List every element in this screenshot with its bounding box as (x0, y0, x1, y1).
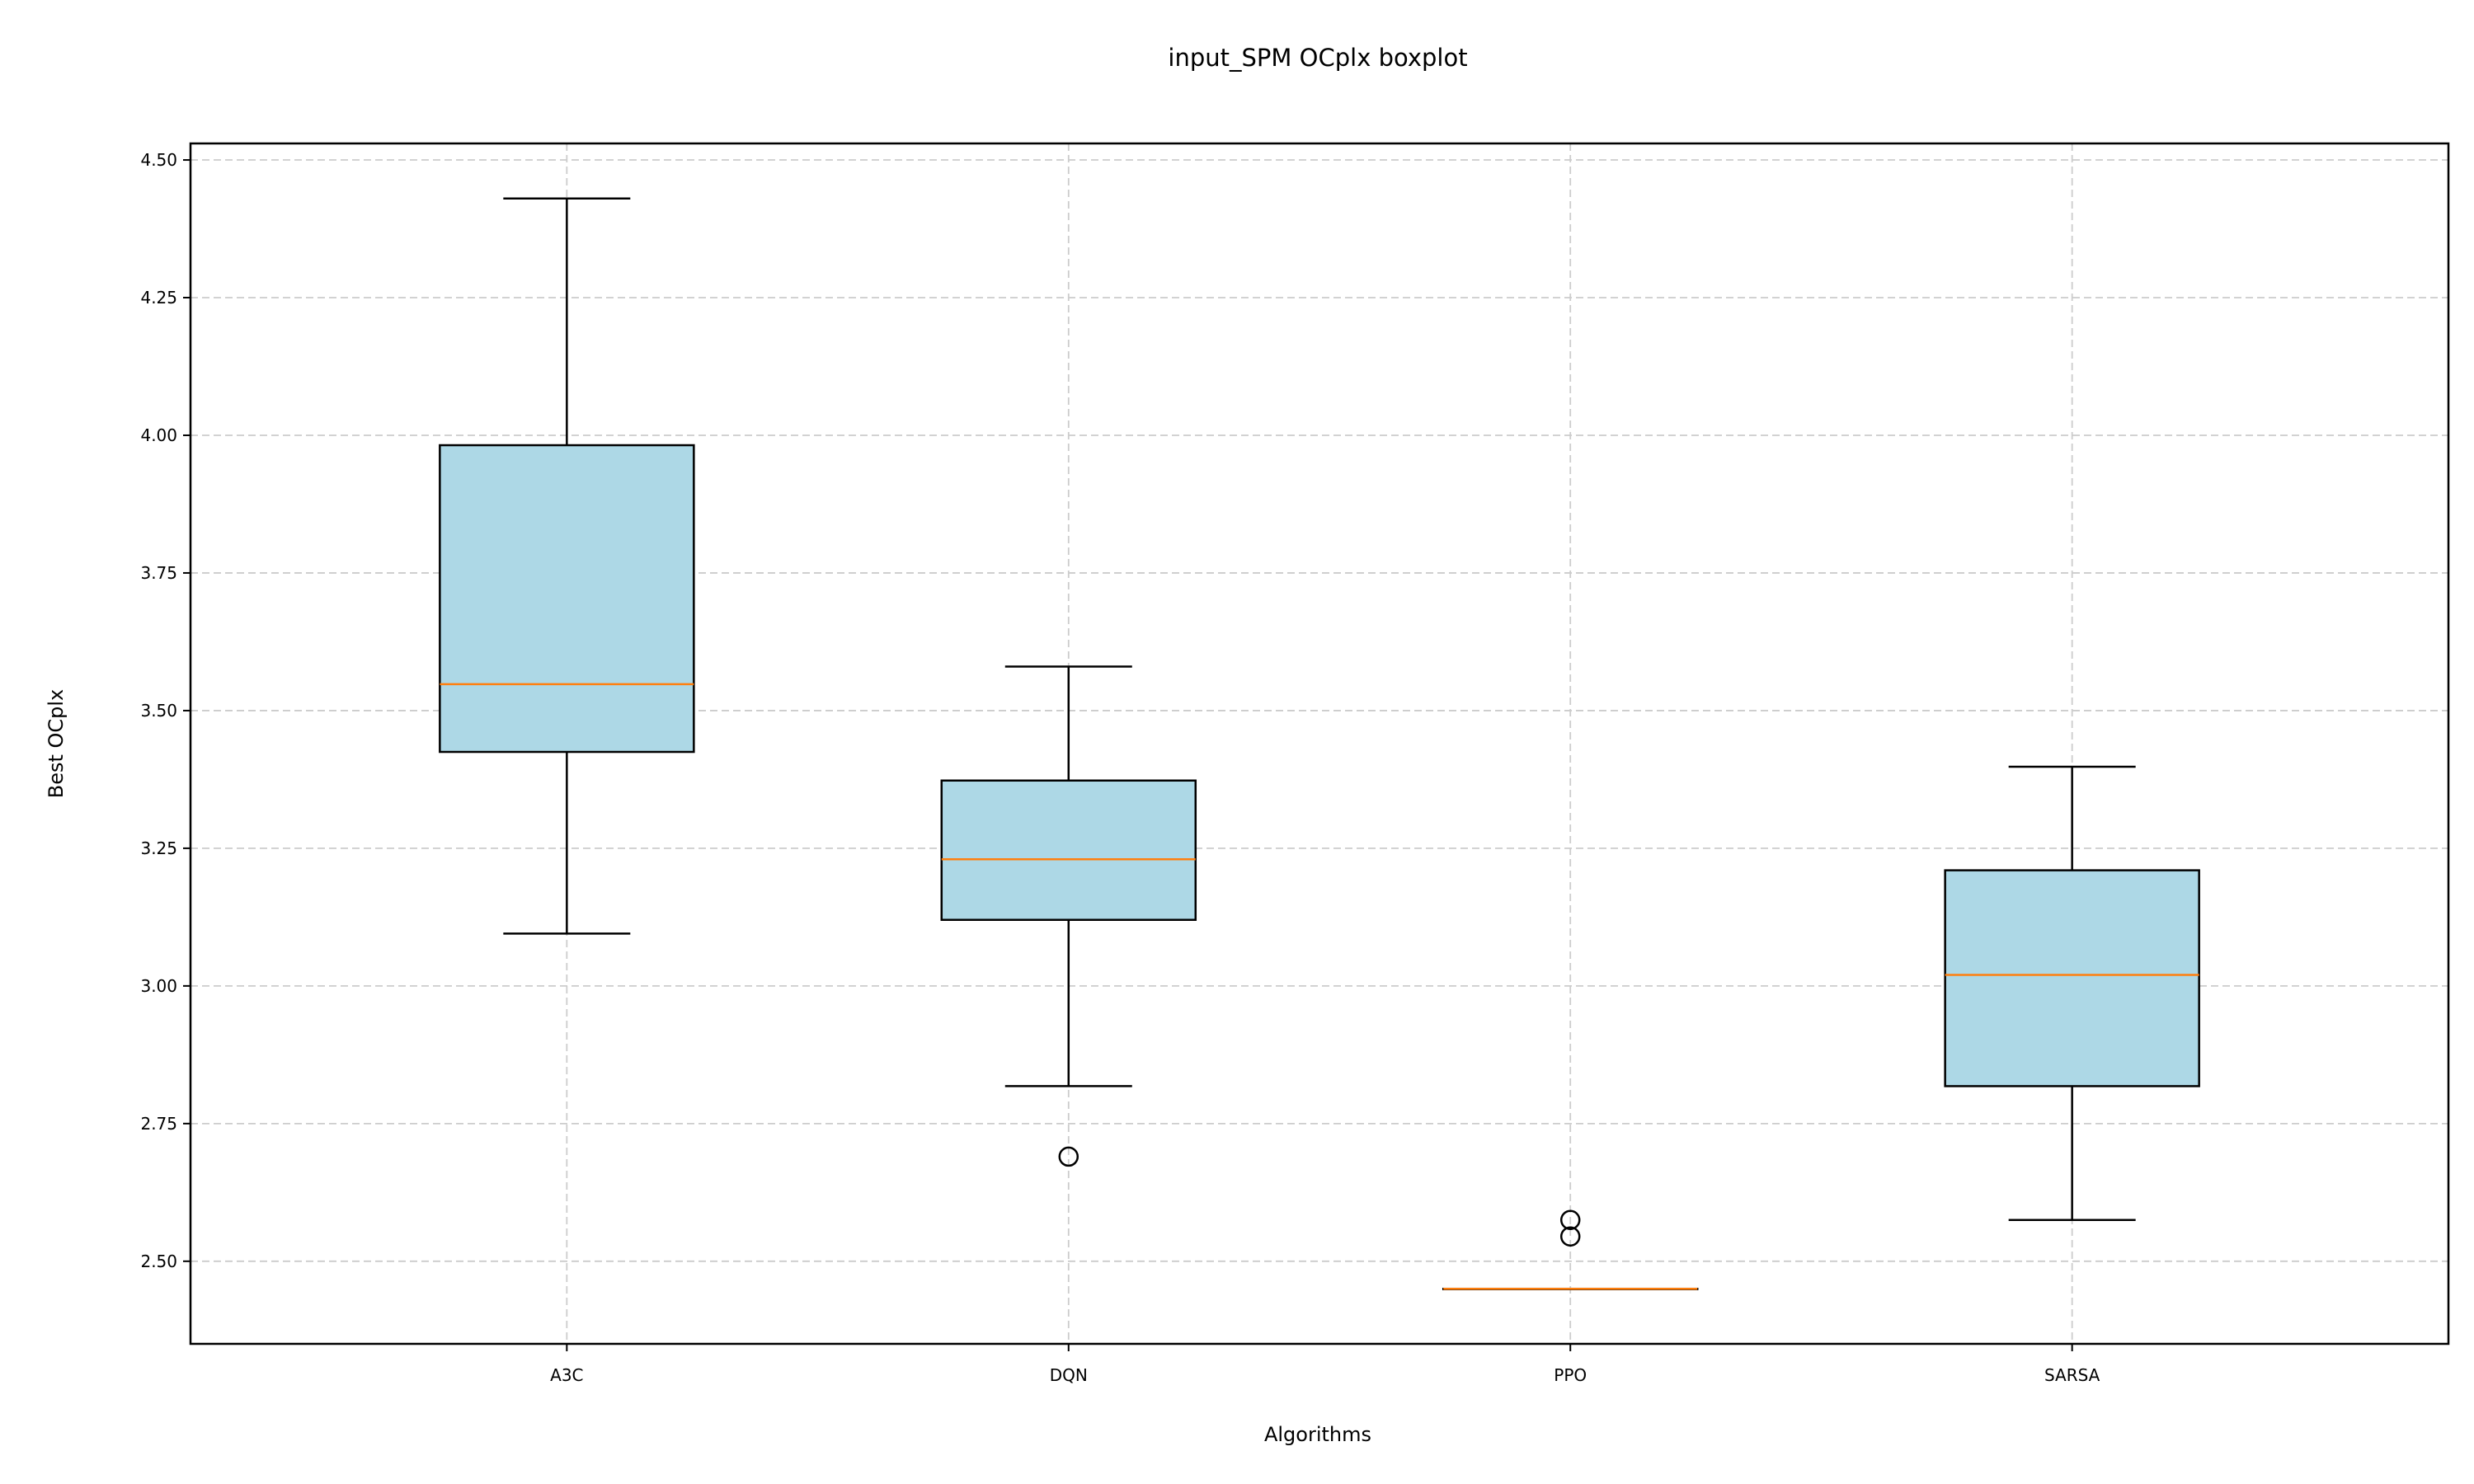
y-tick-label: 4.00 (140, 425, 177, 445)
box-body (940, 779, 1197, 921)
y-tick-label: 3.25 (140, 838, 177, 858)
box-group-dqn (940, 665, 1197, 1167)
box-group-a3c (439, 197, 695, 935)
chart-title: input_SPM OCplx boxplot (1168, 44, 1467, 72)
x-tick-label: A3C (550, 1365, 583, 1385)
box-body (1944, 869, 2200, 1087)
x-tick-label: PPO (1554, 1365, 1587, 1385)
x-tick-label: DQN (1050, 1365, 1088, 1385)
box-body (439, 444, 695, 754)
outlier-point (1058, 1146, 1079, 1167)
outlier-point (1559, 1209, 1581, 1230)
y-tick-label: 4.25 (140, 288, 177, 308)
y-tick-label: 3.75 (140, 563, 177, 583)
axis-layer: 2.50 2.75 3.00 3.25 3.50 3.75 4.00 4.25 4.50 A3C D… (140, 150, 2100, 1385)
box-group-sarsa (1944, 765, 2200, 1221)
y-tick-label: 3.00 (140, 976, 177, 996)
outlier-point (1559, 1226, 1581, 1247)
y-tick-label: 2.75 (140, 1114, 177, 1134)
box-group-ppo (1442, 1209, 1699, 1290)
y-tick-label: 3.50 (140, 701, 177, 721)
y-tick-label: 2.50 (140, 1252, 177, 1271)
y-axis-label: Best OCplx (45, 689, 68, 799)
plot-frame (189, 142, 2450, 1345)
y-tick-label: 4.50 (140, 150, 177, 170)
x-axis-label: Algorithms (1264, 1423, 1371, 1446)
box-layer (439, 197, 2200, 1290)
x-tick-label: SARSA (2044, 1365, 2100, 1385)
